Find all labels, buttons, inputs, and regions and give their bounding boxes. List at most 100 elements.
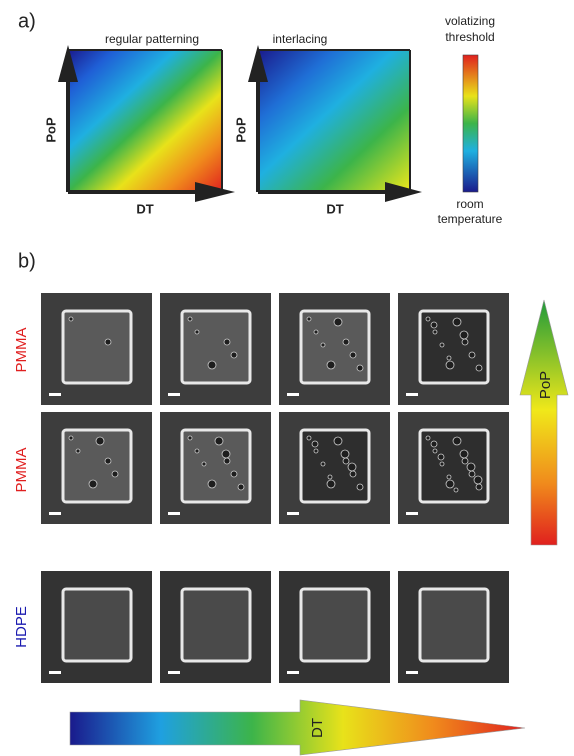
- pit: [426, 436, 430, 440]
- pit: [433, 449, 437, 453]
- scale-bar: [287, 393, 299, 396]
- pop-arrow: [520, 300, 568, 545]
- pit: [195, 449, 199, 453]
- pit: [431, 441, 437, 447]
- row-label: PMMA: [13, 448, 30, 493]
- pit: [467, 463, 475, 471]
- colorbar-label: volatizing: [445, 14, 495, 28]
- pit: [69, 436, 73, 440]
- pit: [105, 339, 111, 345]
- pit: [89, 480, 97, 488]
- pit: [426, 317, 430, 321]
- pit: [215, 437, 223, 445]
- arrow-label: DT: [309, 718, 326, 738]
- gradient-square: [258, 50, 410, 192]
- scale-bar: [49, 393, 61, 396]
- pit: [188, 317, 192, 321]
- pit: [321, 462, 325, 466]
- pit: [314, 330, 318, 334]
- pit: [460, 331, 468, 339]
- pit: [348, 463, 356, 471]
- pit: [350, 352, 356, 358]
- figure: a) regular patterning PoP DT interlacing…: [0, 0, 574, 756]
- diagram-title: interlacing: [273, 32, 328, 46]
- pit: [343, 458, 349, 464]
- pit: [433, 330, 437, 334]
- pit: [469, 471, 475, 477]
- pit: [327, 480, 335, 488]
- pit: [460, 450, 468, 458]
- scale-bar: [168, 671, 180, 674]
- pit: [188, 436, 192, 440]
- pit: [327, 361, 335, 369]
- scale-bar: [287, 671, 299, 674]
- pit: [453, 318, 461, 326]
- pit: [446, 480, 454, 488]
- pit: [447, 475, 451, 479]
- pit: [453, 437, 461, 445]
- panel-label: b): [18, 250, 36, 272]
- row-label: HDPE: [13, 606, 30, 648]
- pit: [440, 343, 444, 347]
- pit: [96, 437, 104, 445]
- pit: [231, 352, 237, 358]
- row-label: PMMA: [13, 328, 30, 373]
- colorbar-label: threshold: [445, 30, 494, 44]
- pit: [321, 343, 325, 347]
- scale-bar: [49, 671, 61, 674]
- pit: [350, 471, 356, 477]
- pit: [105, 458, 111, 464]
- pit: [476, 365, 482, 371]
- pit: [431, 322, 437, 328]
- pit: [314, 449, 318, 453]
- axis-label: PoP: [43, 117, 58, 143]
- scale-bar: [168, 393, 180, 396]
- pattern: [63, 311, 131, 383]
- pit: [222, 450, 230, 458]
- pit: [76, 449, 80, 453]
- axis-label: PoP: [233, 117, 248, 143]
- pit: [224, 458, 230, 464]
- pit: [307, 436, 311, 440]
- pit: [462, 339, 468, 345]
- axis-label: DT: [136, 201, 153, 216]
- colorbar: [463, 55, 478, 192]
- pit: [476, 484, 482, 490]
- pit: [328, 475, 332, 479]
- axis-label: DT: [326, 201, 343, 216]
- pit: [195, 330, 199, 334]
- colorbar-label: temperature: [438, 212, 503, 226]
- pit: [202, 462, 206, 466]
- pit: [334, 437, 342, 445]
- pit: [334, 318, 342, 326]
- pattern: [63, 589, 131, 661]
- pit: [69, 317, 73, 321]
- pit: [440, 462, 444, 466]
- pit: [341, 450, 349, 458]
- pit: [238, 484, 244, 490]
- scale-bar: [287, 512, 299, 515]
- pit: [438, 454, 444, 460]
- pit: [454, 488, 458, 492]
- pattern: [420, 589, 488, 661]
- pit: [112, 471, 118, 477]
- pit: [447, 356, 451, 360]
- arrow-label: PoP: [537, 371, 554, 399]
- pattern: [182, 311, 250, 383]
- gradient-square: [68, 50, 222, 192]
- pattern: [301, 589, 369, 661]
- pattern: [182, 589, 250, 661]
- scale-bar: [406, 671, 418, 674]
- pit: [474, 476, 482, 484]
- scale-bar: [406, 512, 418, 515]
- dt-arrow: [70, 700, 525, 755]
- pit: [208, 361, 216, 369]
- diagram-title: regular patterning: [105, 32, 199, 46]
- pit: [208, 480, 216, 488]
- scale-bar: [168, 512, 180, 515]
- pit: [343, 339, 349, 345]
- panel-label: a): [18, 10, 36, 32]
- scale-bar: [49, 512, 61, 515]
- pit: [469, 352, 475, 358]
- image-grid: [41, 293, 509, 683]
